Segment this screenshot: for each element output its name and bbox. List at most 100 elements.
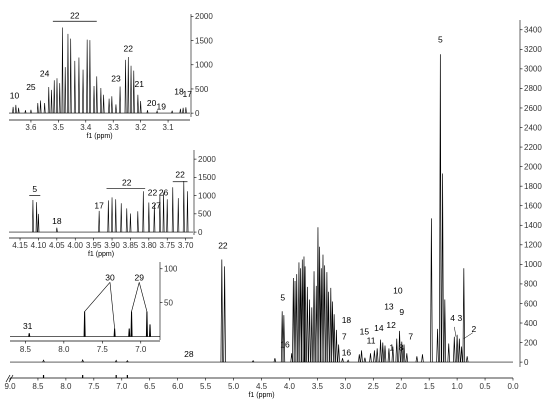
inset-lower-leader-2 (131, 282, 140, 312)
inset-middle-peak-3 (55, 227, 58, 233)
main-peak-1 (81, 359, 84, 363)
inset-upper-peak-2 (17, 107, 20, 114)
main-peak-44 (379, 339, 382, 363)
inset-upper-y-tick-label-1: 500 (195, 85, 209, 94)
inset-upper-peak-9 (50, 89, 53, 114)
inset-middle-peak-7 (114, 199, 117, 233)
main-peak-63 (455, 334, 459, 363)
inset-lower-x-tick-label-0: 8.5 (20, 345, 32, 354)
inset-upper-peak-23 (95, 76, 98, 114)
main-peak-label-11: 13 (384, 301, 394, 311)
main-peak-30 (327, 291, 330, 363)
inset-middle-peak-17 (166, 199, 169, 233)
inset-middle-x-tick-label-2: 4.05 (49, 241, 65, 250)
main-peak-55 (421, 354, 424, 363)
main-peak-3 (126, 359, 129, 363)
inset-middle-y-tick-label-2: 1000 (198, 191, 216, 200)
inset-upper-y-tick-label-4: 2000 (195, 12, 213, 21)
inset-upper-x-tick-label-5: 3.1 (162, 123, 174, 132)
main-x-tick-label-8: 5.0 (228, 382, 240, 391)
inset-middle-x-tick-label-3: 4.00 (67, 241, 83, 250)
inset-upper-peak-7 (43, 102, 46, 114)
main-peak-64 (458, 338, 461, 363)
inset-upper-peak-40 (182, 107, 185, 114)
main-y-tick-label-0: 0 (524, 358, 529, 367)
main-peak-52 (402, 344, 406, 363)
inset-upper-peak-label-4: 10 (10, 91, 20, 101)
inset-lower-peak-1 (83, 311, 86, 337)
main-peak-label-7: 16 (342, 347, 352, 357)
inset-upper-peak-26 (108, 98, 110, 114)
main-x-tick-label-5: 6.5 (144, 382, 156, 391)
inset-upper-peak-39 (179, 108, 182, 114)
inset-middle-x-tick-label-9: 3.70 (178, 241, 194, 250)
inset-upper-peak-label-10: 17 (183, 89, 193, 99)
inset-upper-peak-38 (171, 110, 174, 114)
main-x-tick-label-1: 8.5 (32, 382, 44, 391)
main-x-tick-label-10: 4.0 (284, 382, 296, 391)
main-peak-42 (373, 350, 376, 363)
main-x-tick-label-16: 1.0 (452, 382, 464, 391)
main-peak-13 (295, 274, 298, 363)
inset-upper-peak-5 (36, 102, 39, 114)
main-peak-58 (439, 54, 442, 363)
main-peak-28 (323, 265, 326, 363)
main-peak-label-16: 8 (399, 342, 404, 352)
inset-lower-x-tick-label-1: 8.0 (58, 345, 70, 354)
inset-upper-peak-12 (58, 83, 61, 114)
main-peak-15 (299, 268, 302, 363)
inset-middle-peak-label-3: 22 (122, 177, 132, 187)
main-x-tick-label-9: 4.5 (256, 382, 268, 391)
main-y-tick-label-15: 3000 (524, 65, 542, 74)
inset-lower-peak-label-1: 30 (105, 272, 115, 282)
inset-middle-peak-19 (177, 198, 180, 233)
main-peak-label-19: 3 (458, 313, 463, 323)
main-x-tick-label-14: 2.0 (396, 382, 408, 391)
inset-middle-group: 4.15 4.10 4.05 4.00 3.95 3.90 3.85 3.80 3.75 3.70… (9, 150, 216, 258)
main-y-tick-label-7: 1400 (524, 221, 542, 230)
inset-middle-peak-label-5: 27 (151, 200, 161, 210)
main-peak-62 (453, 336, 456, 363)
inset-middle-peak-10 (129, 213, 132, 233)
inset-upper-x-tick-label-4: 3.2 (135, 123, 147, 132)
main-peak-59 (441, 173, 444, 363)
inset-lower-peak-2 (113, 328, 116, 337)
main-peak-label-2: 16 (280, 339, 290, 349)
inset-lower-y-tick-label-0: 50 (164, 298, 173, 307)
main-x-tick-label-7: 5.5 (200, 382, 212, 391)
main-peak-0 (42, 359, 45, 363)
main-leader-1 (454, 326, 457, 337)
main-peak-41 (369, 353, 372, 363)
inset-lower-leader-0 (84, 282, 111, 312)
inset-upper-peak-34 (136, 94, 139, 114)
main-group: 9.0 8.5 8.0 7.5 7.0 6.5 6.0 5.5 5.0 4.5 4.0 3.5 3.0 2… (4, 20, 542, 399)
main-x-tick-label-2: 8.0 (60, 382, 72, 391)
main-peak-31 (329, 287, 333, 363)
main-x-tick-label-0: 9.0 (4, 382, 16, 391)
main-peak-25 (318, 246, 321, 363)
main-peak-47 (387, 348, 391, 363)
inset-middle-peak-8 (120, 203, 123, 233)
inset-upper-peak-label-2: 24 (40, 68, 50, 78)
main-peak-7 (273, 358, 277, 363)
inset-middle-peak-18 (171, 187, 174, 233)
inset-middle-peak-13 (147, 202, 150, 233)
inset-middle-peak-2 (37, 213, 40, 233)
main-y-tick-label-12: 2400 (524, 123, 542, 132)
main-x-tick-label-12: 3.0 (340, 382, 352, 391)
main-leader-0 (463, 332, 473, 339)
inset-upper-peak-label-8: 19 (156, 101, 166, 111)
inset-lower-peak-3 (128, 328, 131, 337)
main-peak-48 (391, 346, 395, 363)
inset-middle-x-tick-label-0: 4.15 (12, 241, 28, 250)
inset-upper-group: 3.6 3.5 3.4 3.3 3.2 3.1 f1 (ppm) 0 500 1000 1500 20… (9, 10, 213, 140)
main-peak-8 (280, 311, 284, 363)
inset-upper-peak-25 (102, 94, 105, 114)
main-y-tick-label-9: 1800 (524, 182, 542, 191)
main-y-tick-label-17: 3400 (524, 26, 542, 35)
main-y-tick-label-2: 400 (524, 319, 538, 328)
inset-upper-peak-label-3: 25 (26, 82, 36, 92)
inset-lower-peak-label-2: 29 (134, 272, 144, 282)
inset-upper-peak-label-5: 23 (111, 74, 121, 84)
